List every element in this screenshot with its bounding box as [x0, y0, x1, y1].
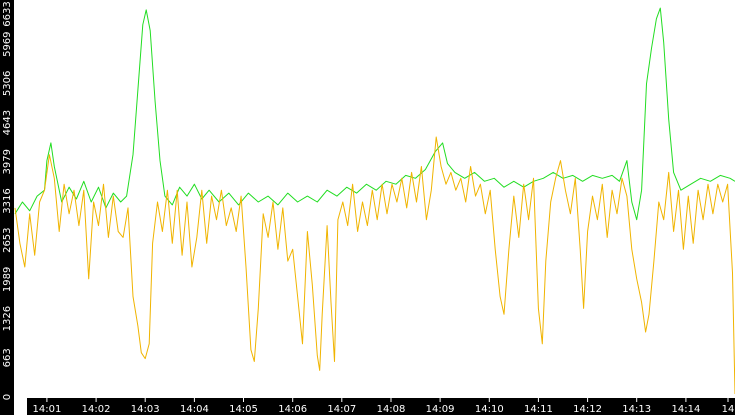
y-tick-label: 3316	[2, 188, 13, 213]
y-tick-label: 663	[2, 348, 13, 367]
y-tick-label: 3979	[2, 149, 13, 174]
y-tick-label: 4643	[2, 110, 13, 135]
plot-lines	[14, 7, 735, 395]
x-tick-label: 14:12	[573, 404, 602, 415]
x-tick-label: 14:03	[131, 404, 160, 415]
x-tick-label: 14:11	[524, 404, 553, 415]
series-line-1	[14, 7, 735, 221]
y-tick-label: 5969	[2, 31, 13, 56]
y-tick-label: 0	[2, 394, 13, 400]
y-tick-label: 6633	[2, 1, 13, 26]
x-tick-label: 14:09	[426, 404, 455, 415]
x-axis-bar	[27, 398, 735, 415]
x-tick-label: 14:14	[671, 404, 700, 415]
y-axis-ticks: 0 663 1326 1989 2653 3316 3979 4643 5306 5969 6633	[2, 1, 13, 400]
y-tick-label: 5306	[2, 71, 13, 96]
x-tick-label: 14:08	[377, 404, 406, 415]
series-line-2	[14, 136, 735, 395]
x-tick-label: 14:07	[327, 404, 356, 415]
y-axis-bar	[0, 0, 14, 415]
x-tick-label: 14:13	[622, 404, 651, 415]
y-tick-label: 2653	[2, 227, 13, 252]
y-tick-label: 1326	[2, 306, 13, 331]
x-axis-ticks: 14:01 14:02 14:03 14:04 14:05 14:06 14:07 14:08…	[32, 398, 734, 415]
x-tick-label: 14:02	[82, 404, 111, 415]
x-tick-label: 14:05	[229, 404, 258, 415]
y-tick-label: 1989	[2, 267, 13, 292]
x-tick-label: 14:06	[278, 404, 307, 415]
x-tick-label: 14:04	[180, 404, 209, 415]
x-tick-label: 14:01	[32, 404, 61, 415]
x-tick-label: 14	[722, 404, 735, 415]
x-tick-label: 14:10	[475, 404, 504, 415]
